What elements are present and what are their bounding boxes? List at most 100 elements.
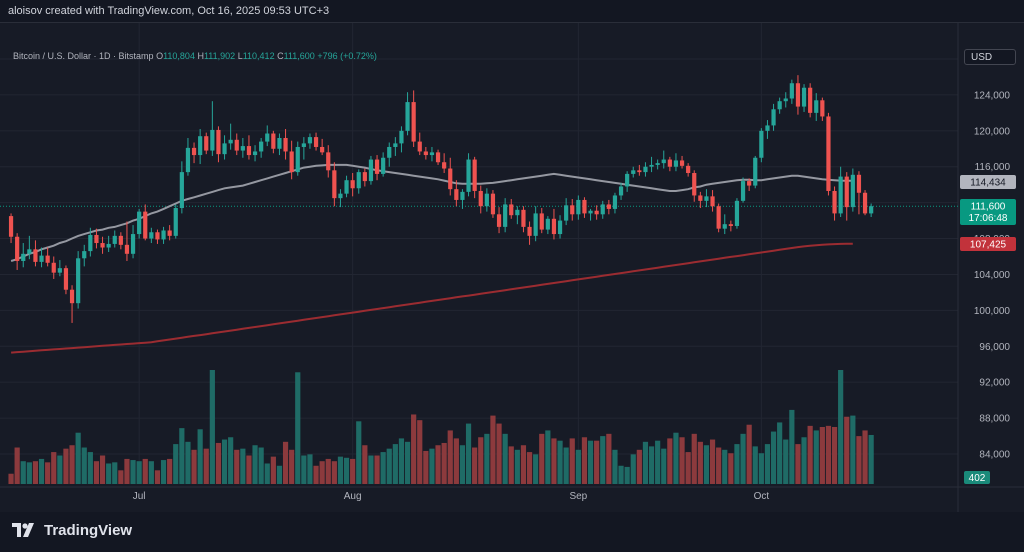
symbol-legend: Bitcoin / U.S. Dollar · 1D · Bitstamp O1…	[13, 51, 377, 61]
high-value: 111,902	[203, 51, 236, 61]
candle-body	[496, 214, 502, 227]
candle-body	[161, 230, 166, 240]
candle-body	[362, 172, 367, 182]
y-tick-label: 120,000	[974, 126, 1011, 137]
candle-body	[411, 102, 416, 142]
candle-body	[545, 218, 550, 230]
candle-body	[856, 174, 862, 193]
volume-bar	[746, 424, 752, 484]
y-tick-label: 100,000	[974, 306, 1011, 317]
volume-bar	[380, 452, 386, 484]
candle-body	[435, 152, 441, 163]
volume-bar	[75, 432, 81, 484]
candle-body	[826, 116, 831, 191]
volume-tag-text: 402	[969, 473, 986, 484]
candle-body	[15, 236, 20, 261]
volume-bar	[374, 455, 380, 484]
candle-body	[838, 176, 843, 214]
candle-body	[289, 151, 294, 173]
volume-bar	[228, 437, 234, 484]
price-tags: 114,434 111,600 17:06:48 107,425 402	[960, 175, 1016, 484]
candle-body	[8, 216, 14, 237]
volume-bar	[69, 445, 75, 484]
volume-bar	[630, 454, 636, 484]
candle-body	[277, 138, 282, 149]
candle-body	[265, 133, 270, 142]
volume-bar	[167, 458, 173, 484]
volume-bar	[350, 458, 356, 484]
volume-bar	[472, 447, 478, 484]
candle-body	[393, 143, 398, 147]
volume-bar	[32, 461, 39, 484]
candle-body	[423, 151, 428, 156]
volume-bar	[368, 455, 374, 484]
candle-body	[57, 268, 62, 273]
volume-bar	[667, 438, 673, 484]
candle-body	[429, 152, 435, 156]
volume-bar	[276, 465, 283, 484]
countdown-text: 17:06:48	[969, 213, 1008, 224]
candle-body	[771, 109, 776, 126]
volume-bar	[777, 422, 783, 484]
candle-body	[149, 232, 154, 239]
candle-body	[478, 190, 483, 207]
volume-bar	[264, 463, 270, 484]
volume-bar	[594, 440, 600, 484]
candle-body	[661, 159, 666, 164]
volume-bar	[57, 455, 63, 484]
volume-bar	[807, 425, 813, 484]
candle-body	[246, 146, 252, 156]
volume-bar	[215, 442, 222, 484]
candle-body	[862, 192, 868, 214]
volume-bar	[581, 437, 588, 484]
candle-body	[759, 130, 764, 158]
candle-body	[783, 98, 788, 102]
candle-body	[460, 191, 465, 200]
time-axis[interactable]: Jul Aug Sep Oct	[133, 491, 770, 502]
candles	[8, 75, 874, 323]
volume-bar	[148, 461, 154, 484]
price-chart[interactable]: 128,000124,000120,000116,000112,000108,0…	[0, 23, 1024, 513]
y-tick-label: 96,000	[979, 342, 1010, 353]
currency-button[interactable]: USD	[964, 49, 1016, 65]
volume-bar	[569, 438, 575, 484]
ma50-line	[10, 163, 853, 262]
candle-body	[594, 210, 599, 215]
volume-bar	[270, 456, 276, 484]
price-axis[interactable]: 128,000124,000120,000116,000112,000108,0…	[974, 55, 1011, 461]
x-tick-label: Jul	[133, 491, 146, 502]
low-value: 110,412	[242, 51, 275, 61]
volume-bar	[642, 441, 649, 484]
high-label: H	[197, 51, 204, 61]
candle-body	[130, 234, 136, 254]
volume-bar	[502, 433, 508, 484]
candle-body	[814, 100, 819, 113]
candle-body	[326, 152, 331, 171]
brand[interactable]: TradingView	[12, 520, 132, 540]
candle-body	[39, 255, 44, 262]
candle-body	[832, 190, 837, 214]
candle-body	[490, 193, 496, 215]
candle-body	[533, 213, 538, 236]
volume-bar	[154, 470, 161, 484]
candle-body	[100, 243, 105, 248]
candle-body	[673, 160, 679, 167]
volume-bar	[435, 445, 441, 484]
candle-body	[88, 234, 93, 252]
candle-body	[137, 211, 142, 235]
chart-frame[interactable]: 128,000124,000120,000116,000112,000108,0…	[0, 22, 1024, 514]
candle-body	[484, 193, 489, 207]
candle-body	[350, 180, 355, 189]
candle-body	[118, 235, 123, 245]
candle-body	[320, 146, 325, 153]
volume-bar	[716, 447, 722, 484]
volume-bar	[337, 456, 344, 484]
volume-bar	[838, 370, 844, 484]
candle-body	[191, 147, 197, 156]
volume-bar	[831, 427, 838, 484]
candle-body	[692, 173, 697, 196]
volume-bar	[325, 458, 331, 484]
candle-body	[301, 143, 306, 147]
volume-bar	[441, 442, 447, 484]
volume-bar	[545, 430, 551, 484]
